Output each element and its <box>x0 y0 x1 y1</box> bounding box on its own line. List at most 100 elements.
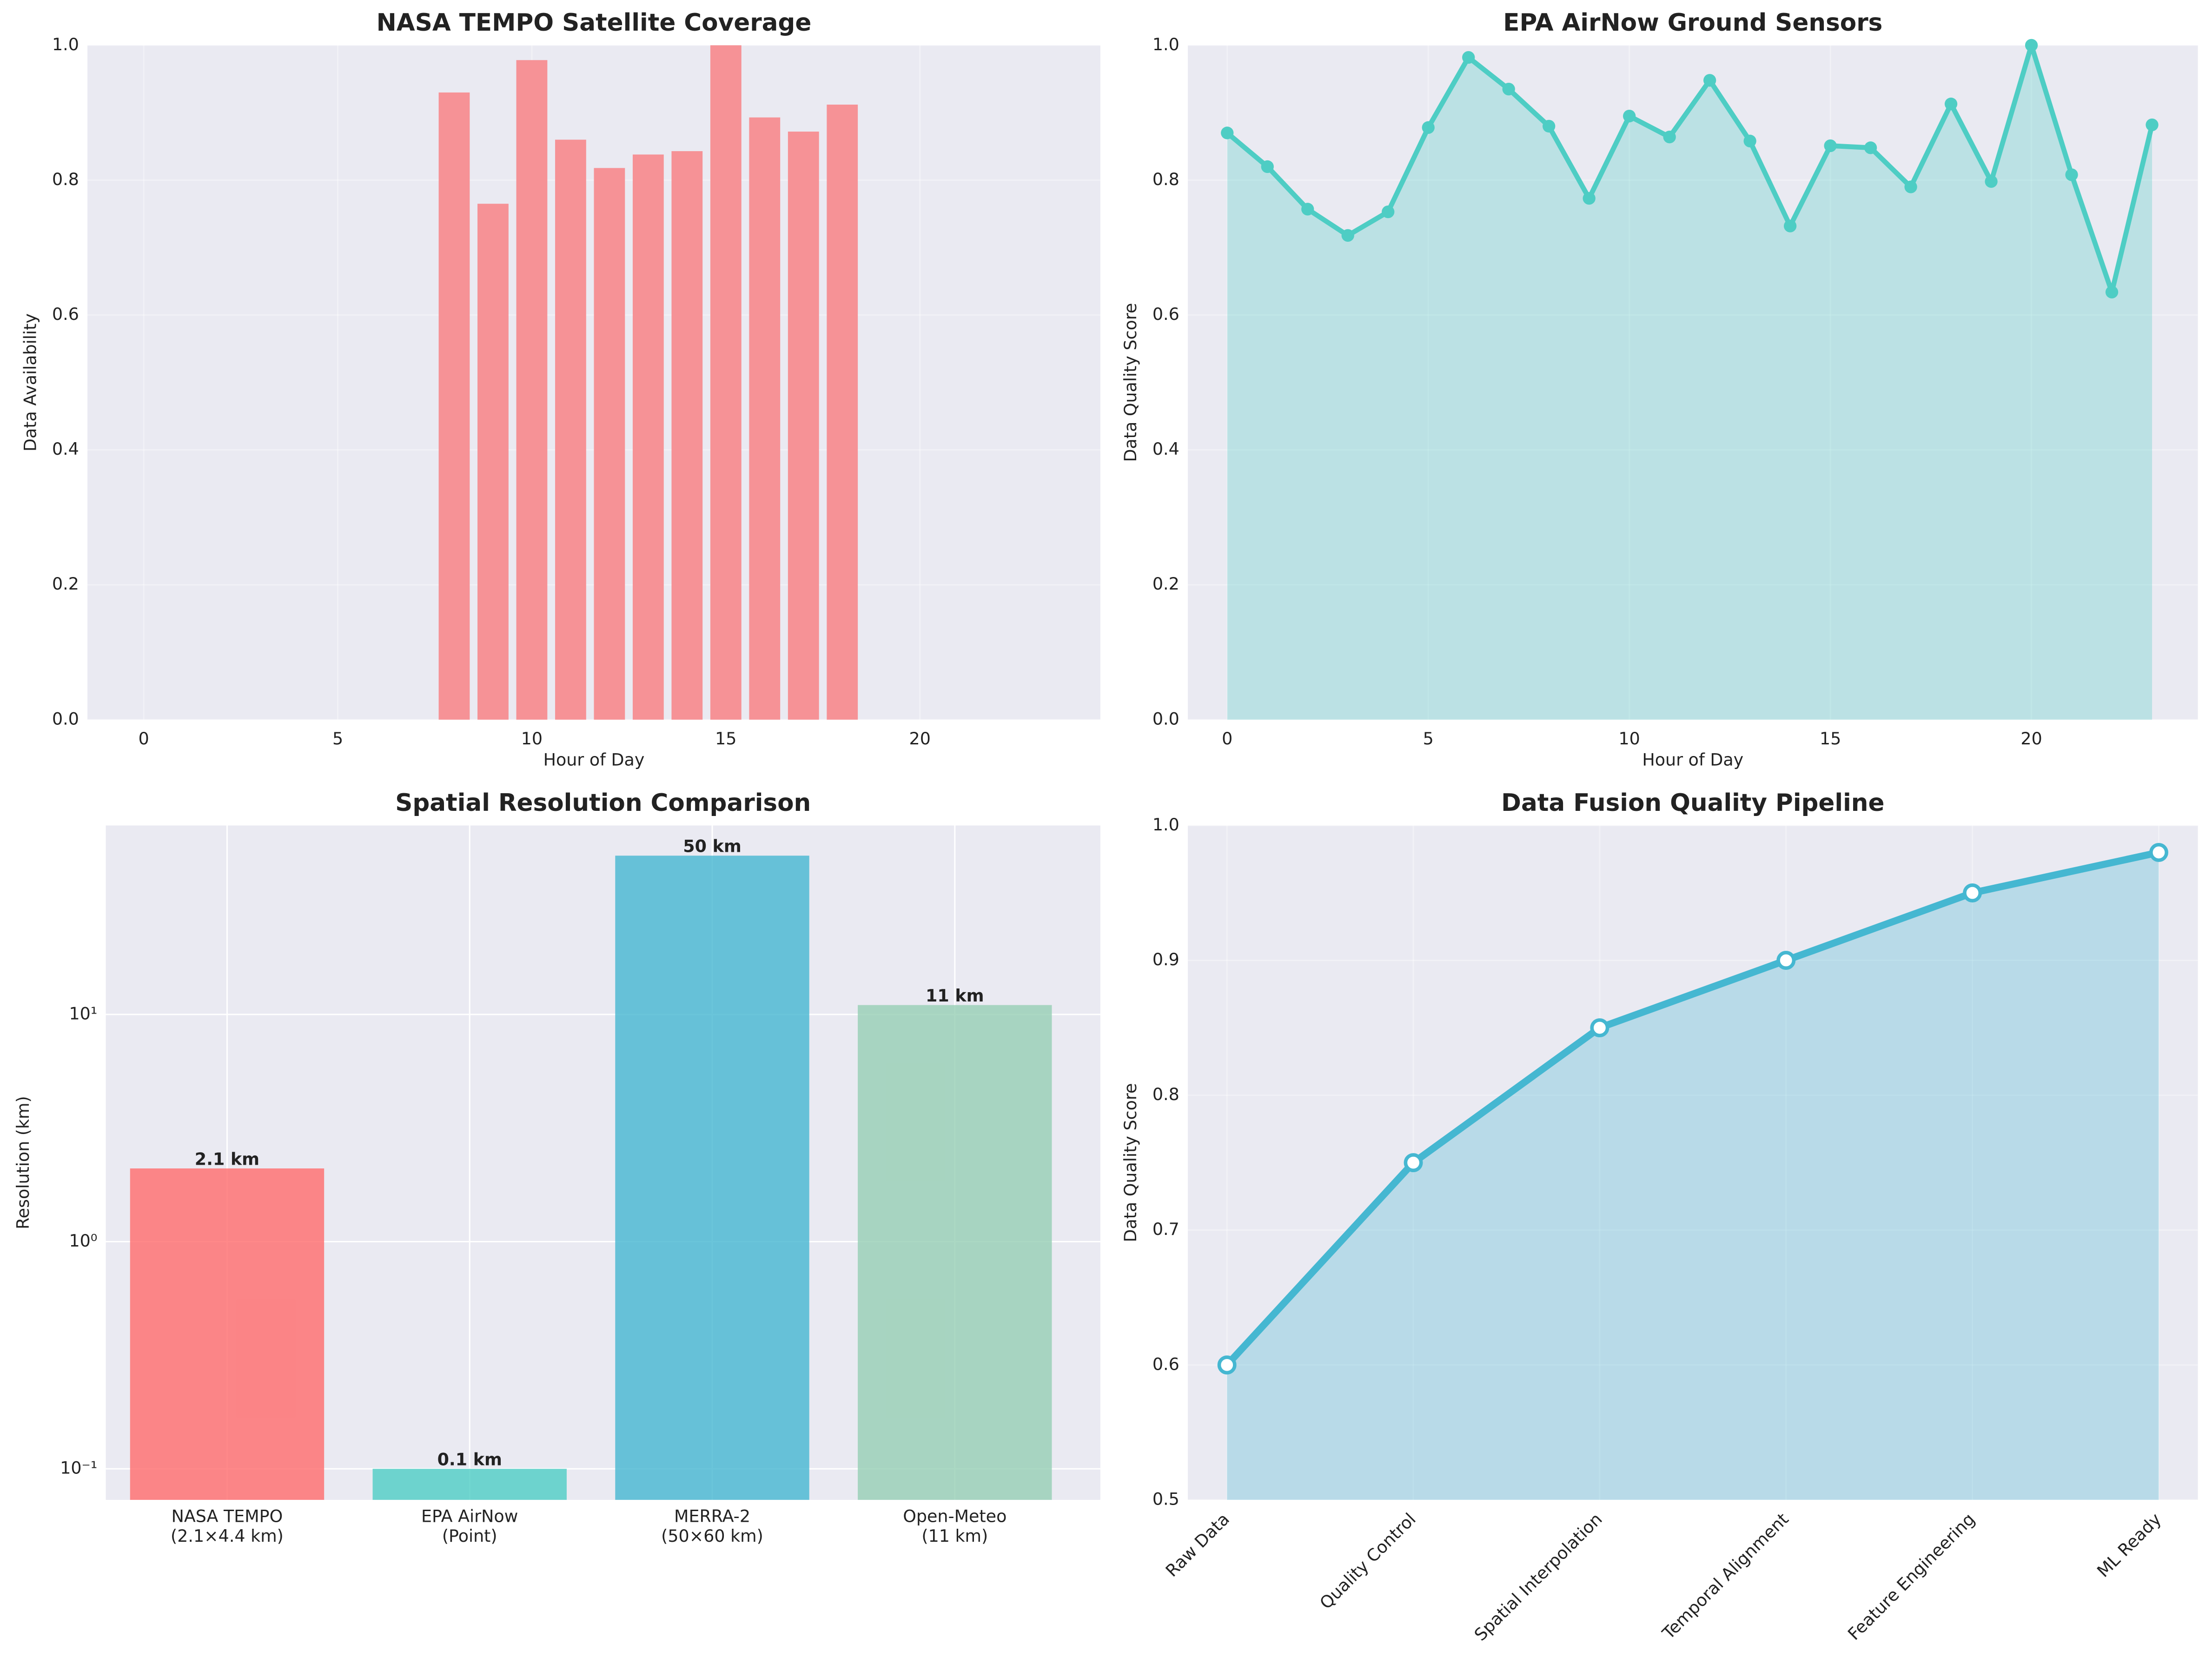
marker <box>1502 82 1515 96</box>
bar <box>749 117 781 720</box>
marker <box>1341 229 1354 242</box>
x-tick-label: 5 <box>1423 729 1434 749</box>
marker <box>1422 121 1435 134</box>
area <box>1227 45 2152 720</box>
marker <box>1221 126 1234 139</box>
chart-title: EPA AirNow Ground Sensors <box>1503 9 1882 37</box>
marker <box>2065 168 2078 181</box>
y-tick-label: 0.6 <box>1152 304 1179 324</box>
marker <box>1543 119 1556 133</box>
bar <box>615 856 809 1500</box>
y-tick-label: 10⁻¹ <box>60 1458 97 1478</box>
marker <box>1301 203 1314 216</box>
chart-title: Data Fusion Quality Pipeline <box>1501 789 1884 817</box>
marker <box>1985 175 1998 188</box>
plot-area <box>1187 45 2198 720</box>
y-tick-label: 0.8 <box>1152 169 1179 189</box>
y-tick-label: 0.4 <box>1152 439 1179 459</box>
marker <box>1963 883 1982 902</box>
y-tick-label: 0.8 <box>1152 1084 1179 1104</box>
marker <box>1217 1355 1237 1375</box>
y-tick-label: 0.2 <box>52 574 79 594</box>
marker <box>2025 39 2038 52</box>
x-tick-label: 20 <box>909 729 931 749</box>
marker <box>1583 192 1596 205</box>
y-tick-label: 10¹ <box>69 1003 97 1023</box>
bar <box>632 154 664 720</box>
chart-title: Spatial Resolution Comparison <box>395 789 811 817</box>
chart-title: NASA TEMPO Satellite Coverage <box>377 9 812 37</box>
marker <box>2146 118 2159 132</box>
x-tick-label: 0 <box>139 729 149 749</box>
marker <box>1404 1153 1423 1173</box>
x-tick-label: 10 <box>521 729 543 749</box>
bar <box>671 151 703 720</box>
y-axis-label: Data Availability <box>20 313 40 451</box>
bar <box>710 45 742 720</box>
marker <box>1824 139 1837 153</box>
bar <box>438 92 470 720</box>
x-tick-label: 5 <box>332 729 343 749</box>
area <box>1227 852 2159 1500</box>
bar <box>516 60 548 720</box>
marker <box>1783 219 1797 232</box>
marker <box>1261 160 1274 173</box>
marker <box>1623 110 1636 123</box>
y-tick-label: 0.5 <box>1152 1489 1179 1509</box>
marker <box>1382 205 1395 219</box>
y-axis-label: Data Quality Score <box>1120 303 1140 462</box>
y-axis-label: Data Quality Score <box>1120 1083 1140 1242</box>
y-axis-label: Resolution (km) <box>13 1096 33 1229</box>
y-tick-label: 1.0 <box>52 34 79 54</box>
marker <box>1703 74 1716 87</box>
value-label: 2.1 km <box>195 1149 259 1169</box>
marker <box>2149 842 2168 862</box>
marker <box>1743 134 1756 147</box>
x-axis-label: Hour of Day <box>543 749 645 769</box>
marker <box>1944 97 1958 111</box>
marker <box>1904 180 1917 193</box>
x-tick-label: EPA AirNow (Point) <box>421 1506 518 1545</box>
x-tick-label: 15 <box>1820 729 1841 749</box>
x-tick-label: 20 <box>2020 729 2042 749</box>
plot-area <box>1187 825 2198 1500</box>
y-tick-label: 0.4 <box>52 439 79 459</box>
y-tick-label: 10⁰ <box>69 1231 97 1251</box>
x-tick-label: 15 <box>715 729 736 749</box>
y-tick-label: 0.7 <box>1152 1219 1179 1239</box>
line <box>1225 43 2155 295</box>
x-tick-label: ML Ready <box>2093 1509 2165 1581</box>
bar <box>372 1469 567 1500</box>
marker <box>1663 130 1676 144</box>
bar <box>788 132 819 720</box>
x-tick-label: Quality Control <box>1316 1509 1420 1613</box>
y-tick-label: 1.0 <box>1152 34 1179 54</box>
x-tick-label: Spatial Interpolation <box>1470 1509 1606 1645</box>
y-tick-label: 0.9 <box>1152 949 1179 969</box>
bar <box>555 139 586 720</box>
marker <box>1590 1018 1609 1038</box>
line <box>1224 849 2160 1367</box>
y-tick-label: 0.0 <box>1152 709 1179 729</box>
y-tick-label: 0.8 <box>52 169 79 189</box>
x-tick-label: Feature Engineering <box>1844 1509 1979 1644</box>
y-tick-label: 1.0 <box>1152 815 1179 835</box>
marker <box>1864 141 1877 154</box>
y-tick-label: 0.0 <box>52 709 79 729</box>
y-tick-label: 0.6 <box>1152 1354 1179 1374</box>
x-tick-label: Temporal Alignment <box>1658 1509 1792 1644</box>
x-tick-label: NASA TEMPO (2.1×4.4 km) <box>171 1506 284 1545</box>
bar <box>477 204 509 720</box>
x-tick-label: 10 <box>1619 729 1640 749</box>
value-label: 11 km <box>926 986 984 1006</box>
marker <box>1776 951 1796 970</box>
bar <box>858 1005 1052 1500</box>
bar <box>827 105 858 720</box>
x-axis-label: Hour of Day <box>1642 749 1743 769</box>
marker <box>2105 285 2119 298</box>
bar <box>130 1168 325 1500</box>
marker <box>1462 51 1475 64</box>
x-tick-label: Open-Meteo (11 km) <box>903 1506 1007 1545</box>
x-tick-label: 0 <box>1222 729 1232 749</box>
